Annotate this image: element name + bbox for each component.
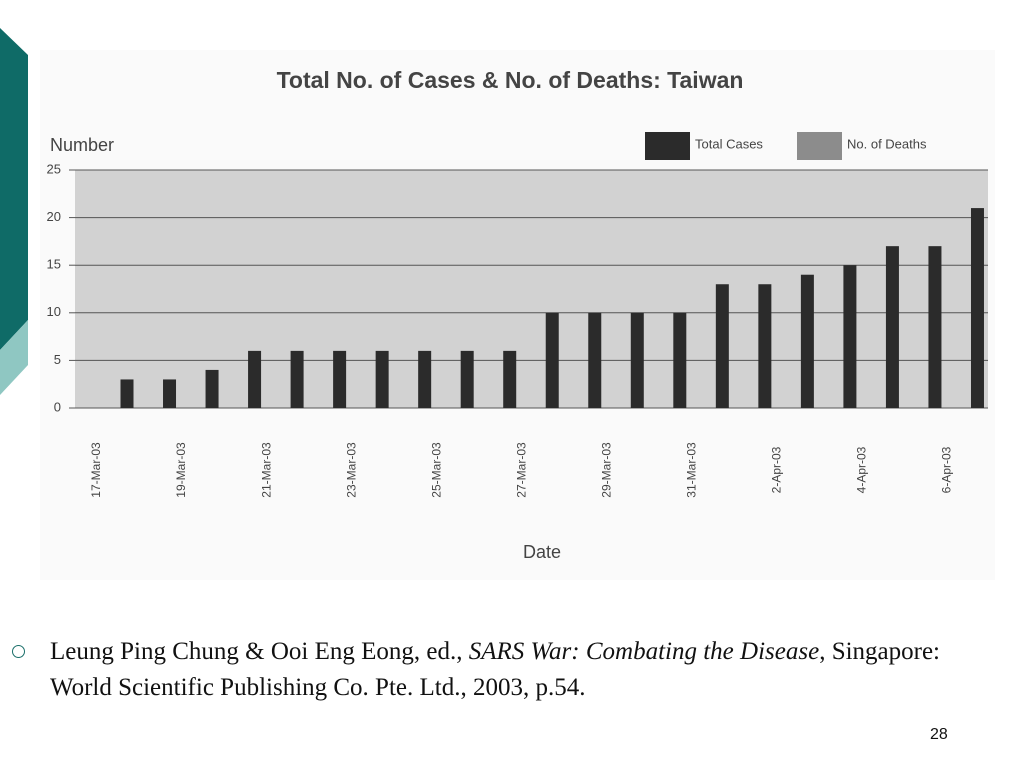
page-number: 28 — [930, 726, 948, 743]
citation: Leung Ping Chung & Ooi Eng Eong, ed., SA… — [50, 634, 1000, 706]
y-tick-label: 5 — [54, 352, 61, 367]
x-tick-label: 2-Apr-03 — [770, 446, 784, 493]
x-tick-label: 17-Mar-03 — [89, 442, 103, 498]
chart-title: Total No. of Cases & No. of Deaths: Taiw… — [277, 67, 744, 93]
bar — [630, 312, 644, 408]
y-tick-label: 0 — [54, 399, 61, 414]
y-axis-label: Number — [50, 135, 114, 155]
legend-label: No. of Deaths — [847, 136, 927, 151]
bar — [418, 350, 432, 408]
y-tick-label: 15 — [47, 257, 61, 272]
bar — [333, 350, 347, 408]
chart: Total No. of Cases & No. of Deaths: Taiw… — [0, 28, 988, 562]
decoration — [0, 28, 28, 350]
bar — [843, 265, 857, 408]
bar — [800, 274, 814, 408]
legend-swatch — [797, 132, 842, 160]
x-tick-label: 4-Apr-03 — [855, 446, 869, 493]
x-tick-label: 19-Mar-03 — [174, 442, 188, 498]
bar — [163, 379, 177, 408]
bar — [885, 246, 899, 408]
bar — [928, 246, 942, 408]
y-tick-label: 20 — [47, 209, 61, 224]
x-tick-label: 21-Mar-03 — [259, 442, 273, 498]
x-tick-label: 6-Apr-03 — [940, 446, 954, 493]
x-axis-label: Date — [523, 542, 561, 562]
x-tick-label: 23-Mar-03 — [344, 442, 358, 498]
legend-label: Total Cases — [695, 136, 763, 151]
citation-text: Leung Ping Chung & Ooi Eng Eong, ed., — [50, 638, 469, 665]
x-tick-label: 27-Mar-03 — [514, 442, 528, 498]
bar — [205, 369, 219, 408]
bullet — [12, 645, 25, 658]
citation-title: SARS War: Combating the Disease — [468, 638, 820, 665]
x-tick-label: 31-Mar-03 — [685, 442, 699, 498]
bar — [673, 312, 687, 408]
bar — [503, 350, 517, 408]
bar — [545, 312, 559, 408]
bar — [715, 284, 729, 408]
bar — [460, 350, 474, 408]
y-tick-label: 10 — [47, 304, 61, 319]
legend-swatch — [645, 132, 690, 160]
x-tick-label: 29-Mar-03 — [599, 442, 613, 498]
bar — [290, 350, 304, 408]
bar — [120, 379, 134, 408]
bar — [588, 312, 602, 408]
plot-area — [75, 170, 988, 408]
bar — [248, 350, 262, 408]
decoration — [0, 320, 28, 395]
bar — [970, 208, 984, 408]
x-tick-label: 25-Mar-03 — [429, 442, 443, 498]
bar — [758, 284, 772, 408]
bar — [375, 350, 389, 408]
citation-text: , Singapore: World Scientific Publishing… — [50, 638, 941, 701]
y-tick-label: 25 — [47, 161, 61, 176]
